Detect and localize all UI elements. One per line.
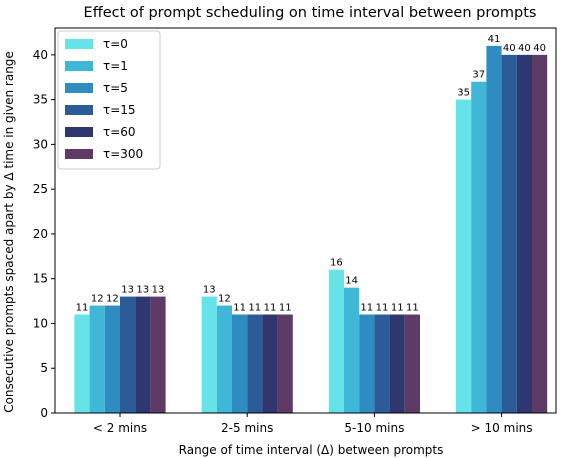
data-label: 40 — [533, 43, 546, 54]
bar — [89, 305, 105, 413]
y-tick-label: 40 — [33, 48, 48, 62]
data-label: 12 — [218, 294, 231, 305]
bar — [247, 314, 263, 413]
bar — [471, 81, 487, 413]
data-label: 40 — [503, 43, 516, 54]
data-label: 35 — [457, 88, 470, 99]
x-tick-label: < 2 mins — [93, 421, 147, 435]
y-tick-label: 15 — [33, 272, 48, 286]
data-label: 41 — [488, 34, 501, 45]
legend-swatch — [65, 39, 93, 49]
data-label: 13 — [121, 285, 134, 296]
legend-swatch — [65, 149, 93, 159]
bar — [532, 54, 548, 414]
y-tick-label: 10 — [33, 316, 48, 330]
data-label: 11 — [233, 303, 246, 314]
bar — [486, 45, 502, 413]
y-tick-label: 0 — [40, 406, 48, 420]
data-label: 11 — [391, 303, 404, 314]
legend-swatch — [65, 61, 93, 71]
bar — [135, 296, 151, 413]
data-label: 11 — [264, 303, 277, 314]
bar — [501, 54, 517, 414]
bar — [262, 314, 278, 413]
bar — [74, 314, 90, 413]
chart-title: Effect of prompt scheduling on time inte… — [84, 5, 537, 21]
legend-label: τ=60 — [103, 125, 136, 139]
data-label: 13 — [136, 285, 149, 296]
legend: τ=0 τ=1 τ=5 τ=15 τ=60 τ=300 — [57, 30, 161, 170]
legend-swatch — [65, 105, 93, 115]
y-tick-label: 25 — [33, 182, 48, 196]
bar — [104, 305, 120, 413]
data-label: 14 — [345, 276, 358, 287]
legend-swatch — [65, 83, 93, 93]
legend-label: τ=300 — [103, 147, 143, 161]
x-tick-label: 5-10 mins — [344, 421, 404, 435]
legend-label: τ=1 — [103, 59, 128, 73]
bar — [232, 314, 248, 413]
legend-swatch — [65, 127, 93, 137]
bar — [389, 314, 405, 413]
x-tick-label: > 10 mins — [471, 421, 533, 435]
data-label: 12 — [91, 294, 104, 305]
bar — [120, 296, 136, 413]
bar — [359, 314, 375, 413]
y-tick-label: 35 — [33, 93, 48, 107]
data-label: 12 — [106, 294, 119, 305]
bar — [201, 296, 217, 413]
data-label: 40 — [518, 43, 531, 54]
data-label: 11 — [279, 303, 292, 314]
x-axis-label: Range of time interval (Δ) between promp… — [179, 443, 444, 457]
bar — [516, 54, 532, 414]
data-label: 13 — [203, 285, 216, 296]
y-tick-label: 5 — [40, 361, 48, 375]
legend-label: τ=5 — [103, 81, 128, 95]
y-tick-label: 20 — [33, 227, 48, 241]
data-label: 16 — [330, 258, 343, 269]
axes-frame — [54, 27, 557, 414]
bar — [456, 99, 472, 413]
y-axis-label: Consecutive prompts spaced apart by Δ ti… — [2, 51, 16, 413]
bar — [404, 314, 420, 413]
x-tick-label: 2-5 mins — [221, 421, 273, 435]
data-label: 11 — [376, 303, 389, 314]
bar — [277, 314, 293, 413]
data-label: 11 — [248, 303, 261, 314]
bar — [328, 269, 344, 413]
legend-label: τ=15 — [103, 103, 136, 117]
bar — [150, 296, 166, 413]
legend-label: τ=0 — [103, 37, 128, 51]
bar — [344, 287, 360, 413]
data-label: 11 — [406, 303, 419, 314]
data-label: 11 — [76, 303, 89, 314]
bar — [216, 305, 232, 413]
data-label: 37 — [472, 70, 485, 81]
data-label: 11 — [360, 303, 373, 314]
bar — [374, 314, 390, 413]
y-tick-label: 30 — [33, 137, 48, 151]
data-label: 13 — [152, 285, 165, 296]
